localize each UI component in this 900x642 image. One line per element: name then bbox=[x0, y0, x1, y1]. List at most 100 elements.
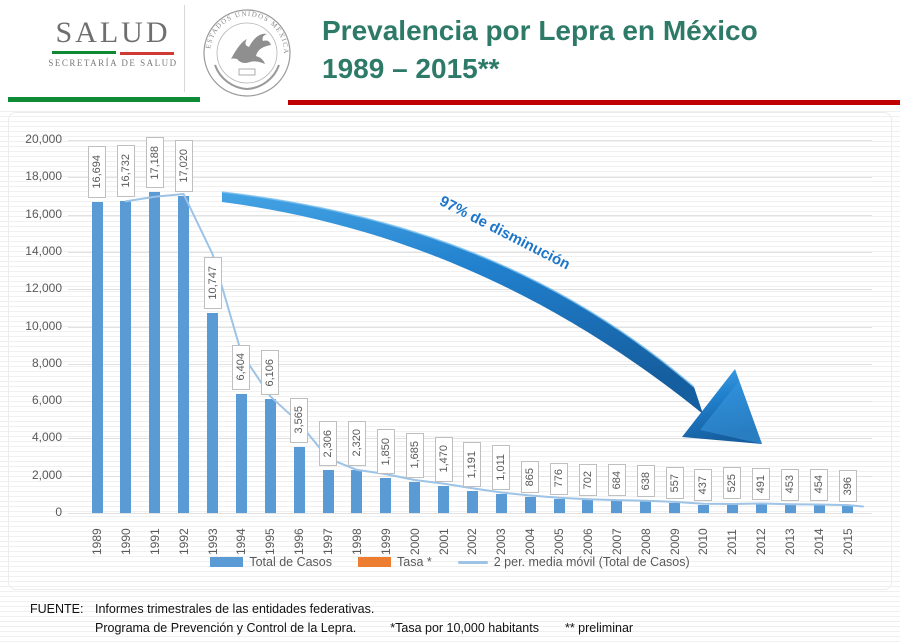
data-label-2002: 1,191 bbox=[463, 441, 482, 487]
x-tick-2008: 2008 bbox=[638, 519, 654, 555]
chart-panel bbox=[8, 112, 892, 590]
bar-2001 bbox=[438, 485, 450, 513]
x-tick-1992: 1992 bbox=[176, 519, 192, 555]
x-tick-2005: 2005 bbox=[551, 519, 567, 555]
data-label-text: 3,565 bbox=[293, 406, 306, 434]
data-label-text: 16,694 bbox=[91, 155, 103, 189]
data-label-text: 702 bbox=[581, 470, 594, 490]
data-label-text: 437 bbox=[697, 475, 710, 495]
x-tick-text: 2011 bbox=[725, 529, 740, 555]
legend-swatch-line bbox=[457, 560, 488, 564]
x-tick-text: 2002 bbox=[465, 528, 480, 555]
y-tick-14000: 14,000 bbox=[25, 243, 62, 258]
x-tick-2003: 2003 bbox=[493, 519, 509, 555]
data-label-2010: 437 bbox=[694, 469, 713, 501]
gridline-0 bbox=[68, 513, 872, 514]
bar-1998 bbox=[351, 469, 363, 513]
bar-2002 bbox=[466, 490, 478, 513]
salud-logo-text: SALUD bbox=[55, 16, 171, 49]
title-line1: Prevalencia por Lepra en México bbox=[322, 15, 758, 46]
title-line2: 1989 – 2015** bbox=[322, 52, 500, 84]
bar-1996 bbox=[293, 446, 305, 513]
data-label-1999: 1,850 bbox=[376, 429, 395, 475]
salud-logo-rule bbox=[52, 51, 174, 55]
bar-2009 bbox=[669, 502, 681, 513]
y-tick-18000: 18,000 bbox=[25, 169, 62, 184]
header-divider bbox=[184, 5, 185, 92]
x-tick-text: 1993 bbox=[205, 528, 220, 555]
source-label: FUENTE: bbox=[30, 602, 84, 616]
legend-item-0: Total de Casos bbox=[210, 555, 332, 569]
data-label-text: 1,850 bbox=[379, 438, 392, 466]
bar-2010 bbox=[697, 504, 709, 513]
x-tick-1995: 1995 bbox=[262, 519, 278, 555]
data-label-text: 6,106 bbox=[264, 358, 277, 387]
data-label-2008: 638 bbox=[636, 465, 655, 498]
y-tick-16000: 16,000 bbox=[25, 206, 62, 221]
x-tick-2001: 2001 bbox=[436, 519, 452, 555]
data-label-2014: 454 bbox=[810, 468, 828, 501]
x-tick-1998: 1998 bbox=[349, 519, 365, 555]
x-tick-1999: 1999 bbox=[378, 519, 394, 555]
bar-1990 bbox=[120, 200, 132, 513]
x-tick-2011: 2011 bbox=[724, 519, 740, 555]
data-label-1997: 2,306 bbox=[319, 420, 338, 466]
bar-2006 bbox=[582, 499, 594, 513]
x-tick-text: 1989 bbox=[90, 528, 104, 555]
note-tasa: *Tasa por 10,000 habitants bbox=[390, 621, 539, 635]
legend-label: Tasa * bbox=[397, 555, 432, 569]
data-label-2009: 557 bbox=[665, 466, 684, 499]
data-label-text: 491 bbox=[755, 474, 768, 494]
x-tick-2000: 2000 bbox=[407, 519, 423, 555]
bar-1991 bbox=[149, 192, 161, 513]
data-label-text: 2,306 bbox=[322, 429, 335, 458]
data-label-2005: 776 bbox=[550, 462, 569, 495]
y-tick-0: 0 bbox=[55, 505, 62, 519]
x-tick-2002: 2002 bbox=[464, 519, 480, 555]
x-tick-1993: 1993 bbox=[205, 519, 221, 555]
x-tick-text: 2001 bbox=[436, 528, 451, 555]
page-title: Prevalencia por Lepra en México 1989 – 2… bbox=[322, 12, 882, 88]
x-tick-text: 2000 bbox=[407, 528, 422, 555]
source-line1: Informes trimestrales de las entidades f… bbox=[95, 602, 375, 616]
x-tick-text: 2004 bbox=[523, 528, 538, 555]
bar-2014 bbox=[813, 504, 825, 513]
chart-legend: Total de Casos Tasa * 2 per. media móvil (… bbox=[0, 555, 900, 569]
x-tick-text: 2010 bbox=[696, 528, 711, 555]
x-tick-text: 2014 bbox=[812, 528, 826, 555]
x-tick-text: 2005 bbox=[552, 528, 567, 555]
x-tick-1990: 1990 bbox=[118, 519, 134, 555]
data-label-text: 454 bbox=[813, 475, 825, 494]
data-label-1990: 16,732 bbox=[116, 145, 135, 197]
x-tick-text: 2008 bbox=[638, 528, 653, 555]
data-label-text: 1,685 bbox=[408, 441, 421, 469]
data-label-2003: 1,011 bbox=[492, 445, 511, 491]
bar-1997 bbox=[322, 469, 334, 513]
data-label-2001: 1,470 bbox=[434, 436, 453, 482]
x-tick-2006: 2006 bbox=[580, 519, 596, 555]
y-tick-4000: 4,000 bbox=[31, 430, 62, 445]
bar-2004 bbox=[524, 496, 536, 513]
x-tick-2015: 2015 bbox=[840, 519, 856, 555]
data-label-text: 1,191 bbox=[466, 450, 479, 479]
y-tick-10000: 10,000 bbox=[25, 318, 62, 333]
data-label-1995: 6,106 bbox=[261, 350, 280, 396]
x-tick-text: 2009 bbox=[667, 528, 682, 555]
y-tick-12000: 12,000 bbox=[25, 281, 62, 296]
legend-item-1: Tasa * bbox=[358, 555, 432, 569]
data-label-2004: 865 bbox=[521, 461, 540, 493]
x-tick-text: 1999 bbox=[378, 528, 393, 555]
bar-2011 bbox=[726, 503, 738, 513]
data-label-text: 396 bbox=[841, 476, 854, 495]
data-label-2006: 702 bbox=[578, 464, 597, 496]
x-tick-text: 2012 bbox=[754, 528, 769, 555]
x-tick-2012: 2012 bbox=[753, 519, 769, 555]
bar-1993 bbox=[207, 312, 219, 513]
data-label-1992: 17,020 bbox=[174, 139, 193, 192]
x-tick-text: 2007 bbox=[609, 528, 624, 555]
bar-2013 bbox=[784, 504, 796, 513]
legend-label: 2 per. media móvil (Total de Casos) bbox=[493, 555, 690, 569]
data-label-text: 16,732 bbox=[119, 154, 132, 188]
data-label-text: 557 bbox=[668, 473, 681, 492]
data-label-text: 6,404 bbox=[235, 353, 248, 381]
